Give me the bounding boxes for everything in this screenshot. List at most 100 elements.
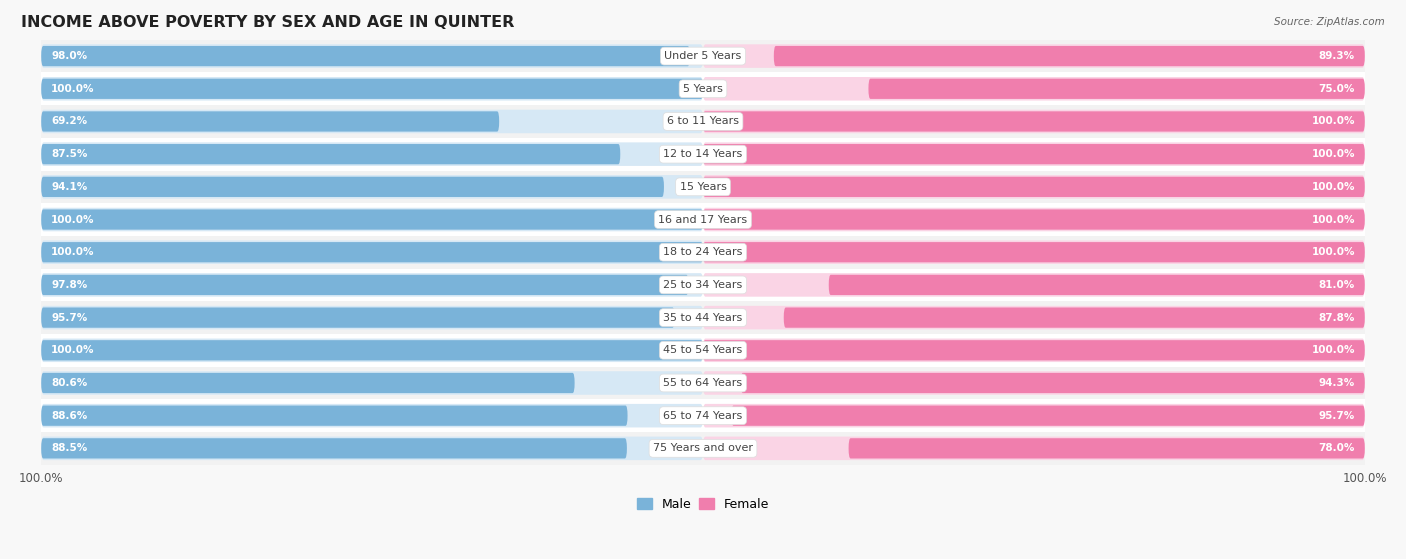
FancyBboxPatch shape <box>703 210 1365 230</box>
FancyBboxPatch shape <box>828 275 1365 295</box>
FancyBboxPatch shape <box>773 46 1365 66</box>
Text: 100.0%: 100.0% <box>1312 116 1355 126</box>
FancyBboxPatch shape <box>703 437 1365 460</box>
FancyBboxPatch shape <box>41 405 627 426</box>
Text: 16 and 17 Years: 16 and 17 Years <box>658 215 748 225</box>
Text: 95.7%: 95.7% <box>51 312 87 323</box>
FancyBboxPatch shape <box>41 177 664 197</box>
Text: 95.7%: 95.7% <box>1319 411 1355 421</box>
FancyBboxPatch shape <box>41 143 703 166</box>
FancyBboxPatch shape <box>41 44 703 68</box>
Bar <box>41 105 1365 138</box>
Bar <box>41 40 1365 73</box>
Bar <box>41 138 1365 170</box>
FancyBboxPatch shape <box>41 438 627 458</box>
FancyBboxPatch shape <box>41 175 703 198</box>
FancyBboxPatch shape <box>703 404 1365 428</box>
Bar <box>41 432 1365 465</box>
Text: 100.0%: 100.0% <box>51 215 94 225</box>
FancyBboxPatch shape <box>41 273 703 297</box>
FancyBboxPatch shape <box>41 339 703 362</box>
Text: 88.6%: 88.6% <box>51 411 87 421</box>
FancyBboxPatch shape <box>41 208 703 231</box>
FancyBboxPatch shape <box>703 306 1365 329</box>
FancyBboxPatch shape <box>703 175 1365 198</box>
Text: 15 Years: 15 Years <box>679 182 727 192</box>
Text: 25 to 34 Years: 25 to 34 Years <box>664 280 742 290</box>
Bar <box>41 203 1365 236</box>
FancyBboxPatch shape <box>41 144 620 164</box>
FancyBboxPatch shape <box>41 404 703 428</box>
Text: 100.0%: 100.0% <box>1312 247 1355 257</box>
Text: 81.0%: 81.0% <box>1319 280 1355 290</box>
Text: 87.8%: 87.8% <box>1319 312 1355 323</box>
Text: 97.8%: 97.8% <box>51 280 87 290</box>
FancyBboxPatch shape <box>849 438 1365 458</box>
FancyBboxPatch shape <box>731 405 1365 426</box>
Text: 94.3%: 94.3% <box>1319 378 1355 388</box>
FancyBboxPatch shape <box>41 340 703 361</box>
Text: 100.0%: 100.0% <box>1312 345 1355 356</box>
Text: 94.1%: 94.1% <box>51 182 87 192</box>
FancyBboxPatch shape <box>783 307 1365 328</box>
FancyBboxPatch shape <box>41 437 703 460</box>
Text: 75.0%: 75.0% <box>1319 84 1355 94</box>
Bar <box>41 268 1365 301</box>
Text: 65 to 74 Years: 65 to 74 Years <box>664 411 742 421</box>
FancyBboxPatch shape <box>703 242 1365 262</box>
FancyBboxPatch shape <box>41 46 690 66</box>
FancyBboxPatch shape <box>703 177 1365 197</box>
FancyBboxPatch shape <box>703 240 1365 264</box>
FancyBboxPatch shape <box>41 307 675 328</box>
Bar <box>41 334 1365 367</box>
Text: 55 to 64 Years: 55 to 64 Years <box>664 378 742 388</box>
Bar <box>41 399 1365 432</box>
Legend: Male, Female: Male, Female <box>631 493 775 516</box>
Text: 89.3%: 89.3% <box>1319 51 1355 61</box>
Bar <box>41 73 1365 105</box>
Text: 78.0%: 78.0% <box>1319 443 1355 453</box>
Bar <box>41 236 1365 268</box>
FancyBboxPatch shape <box>703 273 1365 297</box>
FancyBboxPatch shape <box>41 275 689 295</box>
FancyBboxPatch shape <box>41 210 703 230</box>
FancyBboxPatch shape <box>703 110 1365 133</box>
FancyBboxPatch shape <box>703 77 1365 101</box>
Text: INCOME ABOVE POVERTY BY SEX AND AGE IN QUINTER: INCOME ABOVE POVERTY BY SEX AND AGE IN Q… <box>21 15 515 30</box>
Text: 100.0%: 100.0% <box>51 345 94 356</box>
Text: 6 to 11 Years: 6 to 11 Years <box>666 116 740 126</box>
Text: 87.5%: 87.5% <box>51 149 87 159</box>
FancyBboxPatch shape <box>41 240 703 264</box>
Text: 69.2%: 69.2% <box>51 116 87 126</box>
FancyBboxPatch shape <box>41 371 703 395</box>
FancyBboxPatch shape <box>41 306 703 329</box>
Text: 45 to 54 Years: 45 to 54 Years <box>664 345 742 356</box>
Text: 18 to 24 Years: 18 to 24 Years <box>664 247 742 257</box>
FancyBboxPatch shape <box>703 339 1365 362</box>
FancyBboxPatch shape <box>703 144 1365 164</box>
FancyBboxPatch shape <box>41 111 499 131</box>
FancyBboxPatch shape <box>41 242 703 262</box>
FancyBboxPatch shape <box>41 79 703 99</box>
Text: 100.0%: 100.0% <box>51 247 94 257</box>
Bar <box>41 170 1365 203</box>
FancyBboxPatch shape <box>703 143 1365 166</box>
FancyBboxPatch shape <box>703 340 1365 361</box>
FancyBboxPatch shape <box>703 371 1365 395</box>
FancyBboxPatch shape <box>741 373 1365 393</box>
Text: 5 Years: 5 Years <box>683 84 723 94</box>
Text: 100.0%: 100.0% <box>51 84 94 94</box>
Bar <box>41 301 1365 334</box>
Text: 88.5%: 88.5% <box>51 443 87 453</box>
Text: 12 to 14 Years: 12 to 14 Years <box>664 149 742 159</box>
Text: 100.0%: 100.0% <box>1312 182 1355 192</box>
Bar <box>41 367 1365 399</box>
FancyBboxPatch shape <box>703 111 1365 131</box>
Text: 98.0%: 98.0% <box>51 51 87 61</box>
FancyBboxPatch shape <box>703 208 1365 231</box>
Text: 80.6%: 80.6% <box>51 378 87 388</box>
FancyBboxPatch shape <box>869 79 1365 99</box>
FancyBboxPatch shape <box>703 44 1365 68</box>
FancyBboxPatch shape <box>41 110 703 133</box>
Text: Source: ZipAtlas.com: Source: ZipAtlas.com <box>1274 17 1385 27</box>
